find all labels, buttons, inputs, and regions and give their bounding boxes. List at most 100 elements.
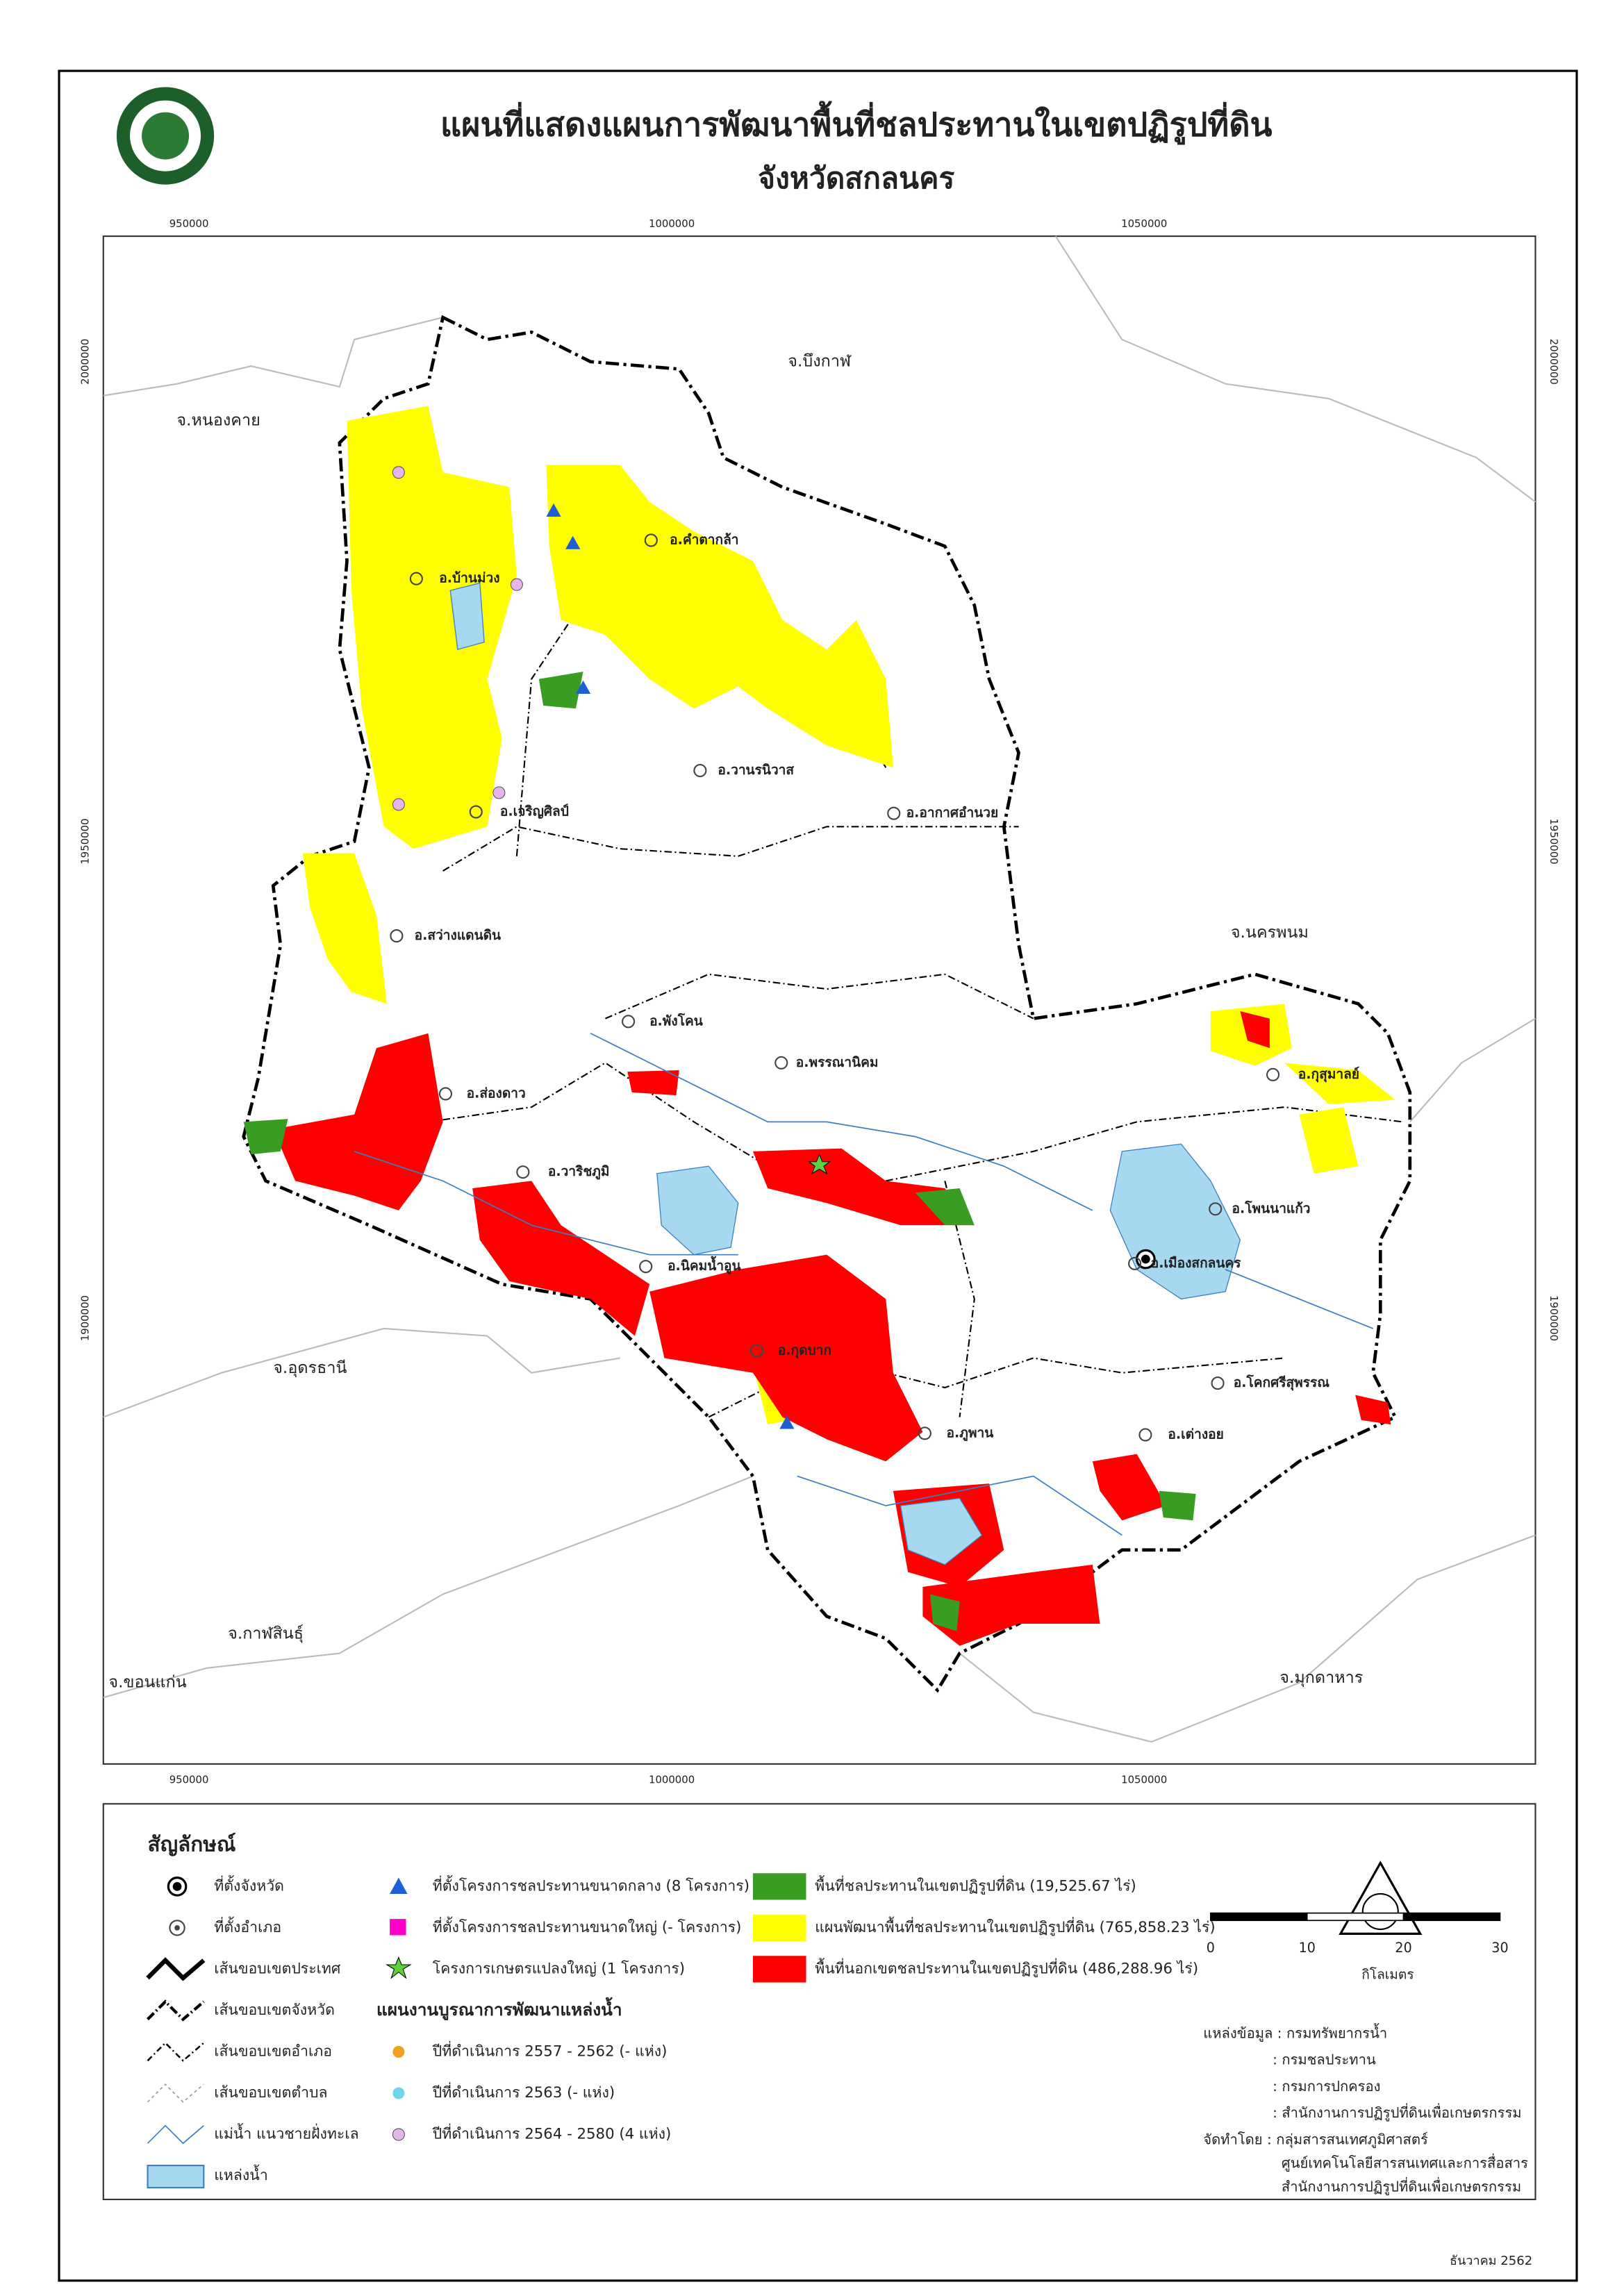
lake — [656, 1165, 739, 1256]
scale-label: 30 — [1491, 1940, 1508, 1956]
x-coordinate: 950000 — [169, 217, 209, 230]
district-name: อ.กุดบาก — [778, 1342, 831, 1358]
legend-year-1 — [392, 2045, 405, 2058]
legend-symbols — [146, 1861, 1423, 2189]
province-name: จ.อุดรธานี — [273, 1358, 347, 1377]
district-name: อ.เมืองสกลนคร — [1151, 1255, 1241, 1271]
red-area — [1355, 1395, 1391, 1425]
scale-segment — [1210, 1912, 1308, 1922]
green-area — [243, 1119, 288, 1155]
province-name: จ.หนองคาย — [176, 410, 260, 429]
legend-farm-project — [385, 1956, 412, 1979]
credit-line: : กรมการปกครอง — [1273, 2078, 1380, 2095]
red-area — [1240, 1010, 1270, 1049]
planned-irrigation-areas — [302, 406, 1395, 1425]
north-arrow — [1339, 1861, 1423, 1935]
boundary — [1054, 235, 1536, 503]
legend-water — [147, 2165, 205, 2189]
legend-label: ที่ตั้งโครงการชลประทานขนาดใหญ่ (- โครงกา… — [433, 1916, 742, 1936]
district-seat — [749, 1344, 764, 1358]
legend-year-2 — [392, 2087, 405, 2099]
legend-medium-project — [390, 1877, 408, 1894]
labels: แผนที่แสดงแผนการพัฒนาพื้นที่ชลประทานในเข… — [78, 100, 1560, 2268]
y-coordinate: 2000000 — [1548, 339, 1560, 385]
district-seat — [1128, 1256, 1142, 1270]
legend-label: แม่น้ำ แนวชายฝั่งทะเล — [214, 2122, 358, 2143]
legend-district-seat — [169, 1920, 185, 1936]
x-coordinate: 1000000 — [649, 217, 695, 230]
legend-province-line — [147, 1999, 205, 2022]
green-area — [915, 1188, 975, 1226]
large-farm-project — [808, 1153, 831, 1175]
yellow-area — [347, 406, 517, 849]
medium-project — [565, 535, 581, 549]
river — [354, 1151, 738, 1256]
scale-label: 10 — [1299, 1940, 1316, 1956]
district-seat — [693, 763, 707, 778]
province-name: จ.มุกดาหาร — [1279, 1667, 1363, 1687]
rivers — [354, 1033, 1373, 1536]
scale-segment — [1402, 1912, 1501, 1922]
river — [590, 1033, 1093, 1211]
district-seat — [469, 805, 483, 819]
medium-project — [546, 503, 561, 517]
district-seat — [390, 929, 404, 943]
legend-label: พื้นที่นอกเขตชลประทานในเขตปฏิรูปที่ดิน (… — [815, 1957, 1198, 1977]
yellow-area — [546, 465, 893, 768]
x-coordinate: 950000 — [169, 1773, 209, 1786]
legend-yellow — [752, 1914, 806, 1942]
legend-red — [752, 1956, 806, 1983]
red-area — [472, 1181, 650, 1336]
boundary — [442, 826, 1019, 872]
lake — [449, 582, 485, 651]
legend-title: สัญลักษณ์ — [148, 1832, 236, 1856]
red-area — [627, 1070, 679, 1096]
district-seat — [774, 1056, 788, 1070]
irrigated-areas — [243, 672, 1196, 1631]
province-name: จ.บึงกาฬ — [788, 351, 852, 370]
district-seat — [1211, 1376, 1225, 1390]
legend-district-dot — [174, 1925, 180, 1931]
yellow-area — [1284, 1063, 1395, 1104]
boundary — [605, 973, 1034, 1020]
district-seat — [622, 1015, 636, 1029]
x-coordinate: 1050000 — [1121, 217, 1167, 230]
legend-label: ที่ตั้งอำเภอ — [214, 1916, 281, 1936]
legend-label: ที่ตั้งโครงการชลประทานขนาดกลาง (8 โครงกา… — [433, 1874, 749, 1895]
boundary — [103, 1327, 620, 1418]
scale-unit: กิโลเมตร — [1361, 1966, 1414, 1982]
logo-center — [142, 112, 190, 160]
legend-label: แหล่งน้ำ — [214, 2164, 268, 2184]
y-coordinate: 1950000 — [78, 818, 91, 864]
map-title: แผนที่แสดงแผนการพัฒนาพื้นที่ชลประทานในเข… — [440, 100, 1273, 144]
legend-heading: แผนงานบูรณาการพัฒนาแหล่งน้ำ — [376, 1997, 622, 2020]
legend-label: พื้นที่ชลประทานในเขตปฏิรูปที่ดิน (19,525… — [815, 1874, 1136, 1895]
district-seat — [516, 1165, 530, 1179]
legend-green — [752, 1873, 806, 1900]
river — [1225, 1269, 1373, 1329]
river — [797, 1475, 1122, 1536]
plan-site — [492, 786, 506, 799]
boundary — [1409, 1017, 1536, 1123]
district-seat — [409, 572, 423, 585]
y-coordinate: 1900000 — [1548, 1295, 1560, 1341]
credit-line: : สำนักงานการปฏิรูปที่ดินเพื่อเกษตรกรรม — [1273, 2103, 1521, 2122]
scale-label: 20 — [1395, 1940, 1411, 1956]
district-seat — [918, 1426, 931, 1440]
district-name: อ.วานรนิวาส — [718, 762, 794, 778]
lake — [900, 1497, 983, 1565]
credit-line: : กรมชลประทาน — [1273, 2052, 1376, 2068]
yellow-area — [302, 853, 387, 1004]
red-area — [1092, 1454, 1167, 1521]
legend-label: ปีที่ดำเนินการ 2557 - 2562 (- แห่ง) — [432, 2040, 667, 2060]
boundary — [103, 1475, 754, 1699]
y-coordinate: 1900000 — [78, 1295, 91, 1341]
district-seat — [438, 1087, 453, 1101]
district-name: อ.เต่างอย — [1168, 1426, 1223, 1442]
province-area — [242, 315, 1412, 1693]
district-seat — [639, 1260, 653, 1274]
province-seat-dot — [1141, 1254, 1150, 1264]
district-name: อ.โพนนาแก้ว — [1232, 1200, 1310, 1216]
x-coordinate: 1050000 — [1121, 1773, 1167, 1786]
